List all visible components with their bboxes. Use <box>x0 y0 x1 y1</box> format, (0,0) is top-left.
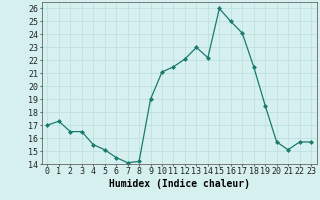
X-axis label: Humidex (Indice chaleur): Humidex (Indice chaleur) <box>109 179 250 189</box>
